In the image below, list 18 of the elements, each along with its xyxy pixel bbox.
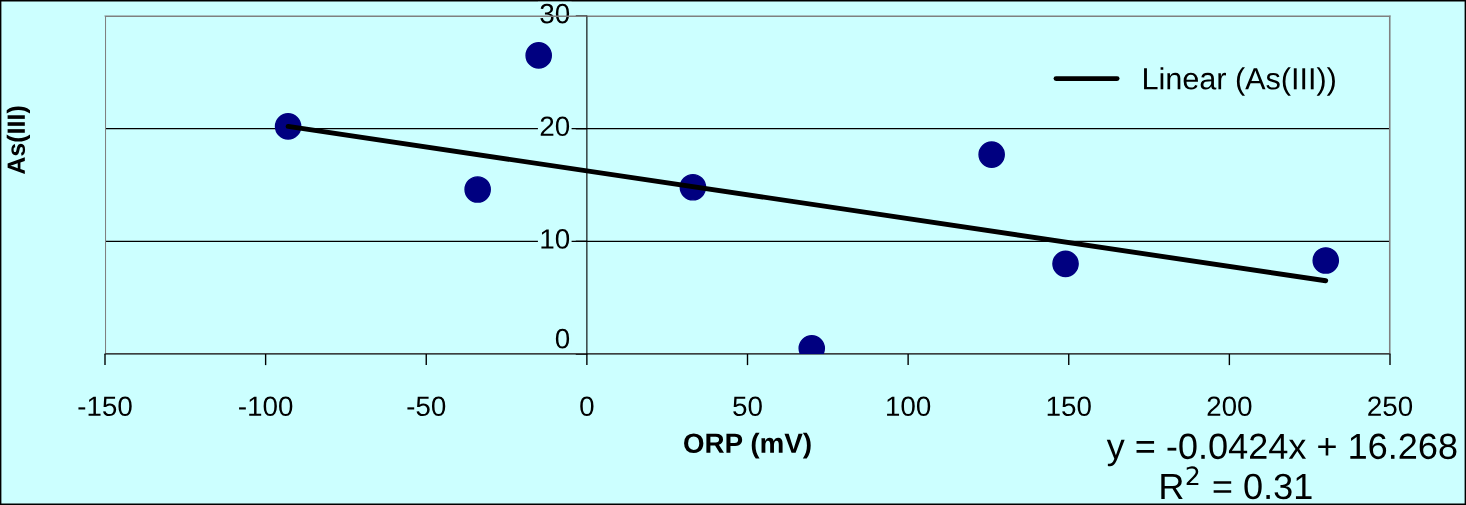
x-tick-label: -150 <box>78 396 132 417</box>
x-tick-label: 0 <box>580 396 594 417</box>
x-tick-label: 250 <box>1368 396 1413 417</box>
y-axis-title: As(III) <box>6 106 30 175</box>
y-tick-label: 20 <box>540 116 570 137</box>
x-tick-label: 150 <box>1047 396 1091 417</box>
x-tick-label: -50 <box>407 396 446 417</box>
x-tick-label: 200 <box>1207 396 1252 417</box>
legend-label: Linear (As(III)) <box>1144 67 1335 96</box>
text: R$^{2}$ = 0.31 <box>1161 466 1312 500</box>
x-axis-title: ORP (mV) <box>684 432 811 459</box>
x-tick-label: 50 <box>733 396 762 417</box>
x-tick-label: -100 <box>239 396 293 417</box>
text: y = -0.0424x + 16.268 <box>1106 433 1457 467</box>
y-tick-label: 0 <box>555 328 570 349</box>
y-tick-label: 10 <box>541 229 570 249</box>
x-tick-label: 100 <box>887 396 931 417</box>
y-tick-label: 30 <box>540 3 570 24</box>
